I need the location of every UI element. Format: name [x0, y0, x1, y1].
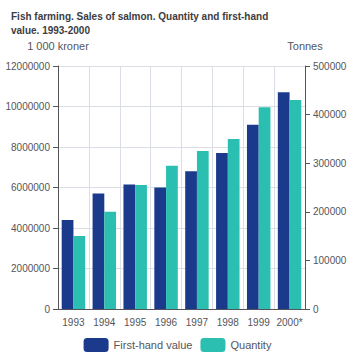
svg-text:400000: 400000 [313, 109, 347, 120]
svg-text:8000000: 8000000 [11, 142, 50, 153]
svg-text:0: 0 [44, 304, 50, 315]
svg-text:100000: 100000 [313, 255, 347, 266]
svg-text:Quantity: Quantity [230, 339, 271, 351]
svg-text:1999: 1999 [248, 317, 271, 328]
svg-text:First-hand value: First-hand value [114, 339, 193, 351]
svg-text:1998: 1998 [217, 317, 240, 328]
svg-text:0: 0 [313, 304, 319, 315]
svg-text:Tonnes: Tonnes [287, 40, 323, 52]
svg-text:500000: 500000 [313, 61, 347, 72]
svg-text:value. 1993-2000: value. 1993-2000 [11, 25, 90, 36]
svg-text:1993: 1993 [62, 317, 85, 328]
svg-text:1995: 1995 [124, 317, 147, 328]
svg-text:12000000: 12000000 [6, 61, 51, 72]
svg-text:Fish farming. Sales of salmon.: Fish farming. Sales of salmon. Quantity … [11, 11, 268, 22]
svg-text:6000000: 6000000 [11, 182, 50, 193]
svg-text:200000: 200000 [313, 206, 347, 217]
svg-text:2000*: 2000* [276, 317, 302, 328]
svg-text:300000: 300000 [313, 158, 347, 169]
svg-text:10000000: 10000000 [6, 101, 51, 112]
svg-text:1 000 kroner: 1 000 kroner [27, 40, 89, 52]
svg-text:1997: 1997 [186, 317, 209, 328]
svg-text:2000000: 2000000 [11, 263, 50, 274]
svg-text:4000000: 4000000 [11, 223, 50, 234]
svg-text:1994: 1994 [93, 317, 116, 328]
svg-text:1996: 1996 [155, 317, 178, 328]
